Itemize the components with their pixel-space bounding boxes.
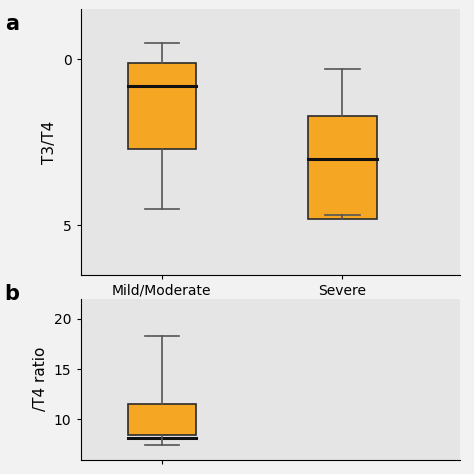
FancyBboxPatch shape — [308, 116, 377, 219]
Y-axis label: T3/T4: T3/T4 — [42, 120, 57, 164]
Text: a: a — [5, 14, 19, 34]
Y-axis label: /T4 ratio: /T4 ratio — [33, 347, 48, 411]
Text: b: b — [5, 284, 20, 304]
FancyBboxPatch shape — [128, 404, 196, 435]
FancyBboxPatch shape — [128, 63, 196, 149]
X-axis label: Covid Severity: Covid Severity — [208, 306, 332, 321]
